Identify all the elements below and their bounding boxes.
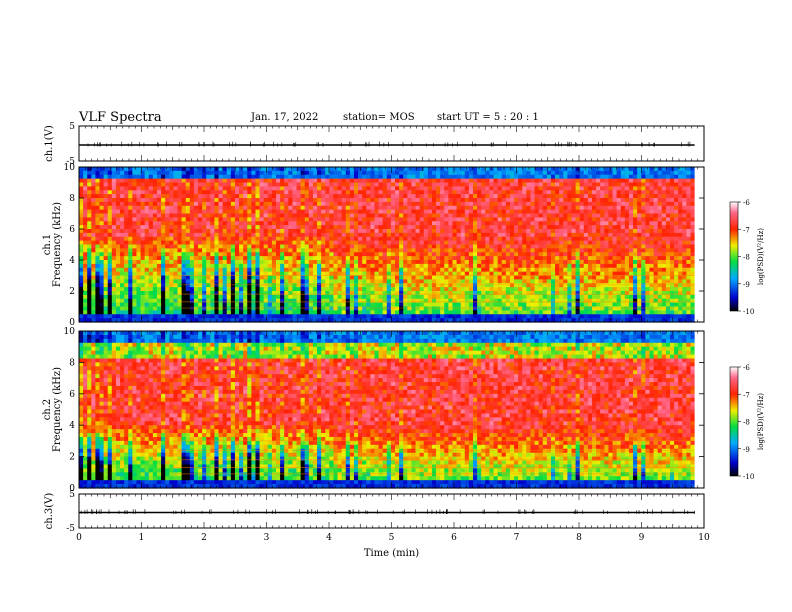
ch1-spectrogram [79,167,704,323]
ch2-spec-ytick-label: 6 [69,390,75,400]
ch2-spec-ytick-label: 4 [69,421,75,431]
ch1-ytick-label: -5 [66,157,75,167]
panel3-xtick-label: 5 [389,533,395,543]
panel3-xtick-label: 10 [698,533,710,543]
ch3-ylabel: ch.3(V) [44,493,55,530]
panel3-xtick-label: 3 [264,533,270,543]
ch1-colorbar-tick: -9 [743,281,750,289]
plot-title: VLF Spectra [79,110,162,125]
ch2-colorbar-tick: -7 [743,391,750,399]
ch2-spec-ylabel-freq: Frequency (kHz) [52,367,63,452]
ch1-spec-ytick-label: 6 [69,225,75,235]
start-time-label: start UT = 5 : 20 : 1 [437,112,539,123]
ch2-colorbar-tick: -8 [743,419,750,427]
ch1-ytick-label: 5 [69,122,75,132]
ch1-spec-ytick-label: 10 [64,163,76,173]
ch1-spec-ytick-label: 4 [69,256,75,266]
ch2-colorbar-tick: -9 [743,446,750,454]
ch2-spec-ytick-label: 10 [64,327,76,337]
ch2-colorbar-tick: -6 [743,364,750,372]
date-label: Jan. 17, 2022 [251,112,319,123]
ch1-colorbar-label: log(PSD)(V²/Hz) [757,228,765,285]
panel3-xtick-label: 2 [201,533,207,543]
ch2-colorbar-label: log(PSD)(V²/Hz) [757,393,765,450]
panel3-xtick-label: 7 [514,533,520,543]
ch1-spec-ylabel: ch.1 [42,234,53,256]
x-axis-title: Time (min) [364,548,419,559]
ch2-spec-ytick-label: 0 [69,484,75,494]
panel3-xtick-label: 1 [139,533,145,543]
ch3-ytick-label: 5 [69,490,75,500]
ch1-colorbar-tick: -6 [743,199,750,207]
station-label: station= MOS [343,112,415,123]
ch1-colorbar-tick: -7 [743,226,750,234]
panel3-xtick-label: 8 [576,533,582,543]
ch1-spec-ytick-label: 8 [69,194,75,204]
panel3-xtick-label: 4 [326,533,332,543]
panel3-xtick-label: 0 [76,533,82,543]
ch3-ytick-label: -5 [66,524,75,534]
ch2-spec-ytick-label: 2 [69,453,75,463]
ch1-spec-ytick-label: 2 [69,287,75,297]
ch2-colorbar-tick: -10 [743,473,754,481]
panel3-xtick-label: 6 [451,533,457,543]
panel3-xtick-label: 9 [639,533,645,543]
ch1-colorbar-tick: -8 [743,254,750,262]
ch1-spec-ylabel-freq: Frequency (kHz) [52,202,63,287]
ch1-colorbar-tick: -10 [743,308,754,316]
ch2-spectrogram [79,331,704,489]
ch2-spec-ylabel: ch.2 [42,399,53,421]
ch2-colorbar [729,366,739,477]
ch1-spec-ytick-label: 0 [69,318,75,328]
ch2-spec-ytick-label: 8 [69,358,75,368]
ch1-colorbar [729,201,739,312]
ch1-ylabel: ch.1(V) [44,125,55,162]
